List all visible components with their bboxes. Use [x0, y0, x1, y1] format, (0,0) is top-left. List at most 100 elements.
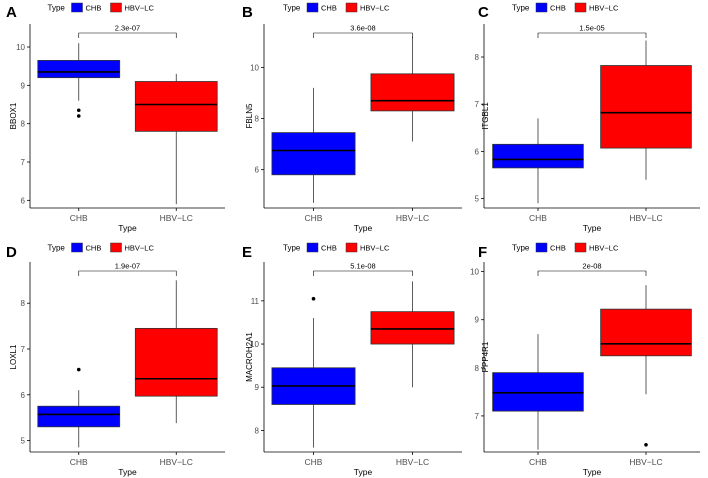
- legend-swatch-chb: [535, 242, 548, 253]
- box-body: [271, 132, 356, 176]
- x-tick-label: CHB: [305, 213, 323, 223]
- box-body: [370, 73, 455, 112]
- legend-label: HBV−LC: [589, 244, 619, 253]
- legend-label: CHB: [321, 244, 337, 253]
- panel-letter: C: [478, 4, 489, 21]
- box-chb: [492, 118, 584, 204]
- legend-label: HBV−LC: [125, 244, 155, 253]
- y-tick-label: 8: [255, 426, 260, 435]
- box-body: [134, 81, 218, 132]
- box-body: [37, 60, 121, 79]
- legend-label: HBV−LC: [589, 4, 619, 13]
- y-tick-label: 8: [255, 115, 260, 124]
- box-body: [600, 65, 692, 149]
- significance-bracket: [537, 32, 647, 38]
- legend-label: HBV−LC: [125, 4, 155, 13]
- x-axis-label: Type: [354, 223, 373, 233]
- y-axis-label: LOXL1: [9, 344, 18, 369]
- x-tick-label: HBV−LC: [629, 457, 662, 467]
- y-axis-label: MACROH2A1: [245, 332, 254, 382]
- outlier-point: [76, 367, 81, 372]
- panel-letter: B: [242, 4, 253, 21]
- x-tick-label: CHB: [529, 213, 547, 223]
- box-chb: [271, 87, 356, 203]
- panel-c: C Type CHB HBV−LC 5 6 7 8 ITGBL1 CHB HBV−LC Type 1.5…: [475, 2, 700, 233]
- outlier-point: [311, 296, 316, 301]
- legend-label: CHB: [550, 4, 566, 13]
- x-axis-label: Type: [118, 467, 137, 477]
- box-body: [492, 143, 584, 169]
- panel-letter: D: [6, 244, 17, 261]
- y-tick-label: 7: [21, 345, 26, 354]
- x-tick-label: HBV−LC: [160, 213, 193, 223]
- legend-label: HBV−LC: [360, 244, 390, 253]
- box-body: [134, 327, 218, 397]
- significance-bracket: [313, 270, 413, 276]
- x-axis-label: Type: [354, 467, 373, 477]
- legend-swatch-hbv-lc: [574, 242, 587, 253]
- legend-title: Type: [283, 4, 301, 13]
- legend-swatch-hbv-lc: [345, 2, 358, 13]
- x-tick-label: CHB: [70, 457, 88, 467]
- y-tick-label: 6: [475, 147, 480, 156]
- legend-swatch-chb: [71, 2, 83, 13]
- significance-bracket: [78, 32, 177, 38]
- p-value-label: 5.1e-08: [350, 262, 375, 271]
- y-tick-label: 10: [16, 43, 25, 52]
- legend-title: Type: [283, 244, 301, 253]
- panel-b: B Type CHB HBV−LC 6 8 10 FBLN5 CHB HBV−LC Type 3.6e…: [242, 2, 462, 233]
- x-tick-label: HBV−LC: [396, 457, 429, 467]
- y-tick-label: 7: [475, 412, 480, 421]
- legend-label: HBV−LC: [360, 4, 390, 13]
- significance-bracket: [78, 270, 177, 276]
- y-tick-label: 5: [475, 195, 480, 204]
- y-tick-label: 9: [475, 316, 480, 325]
- legend-title: Type: [48, 244, 66, 253]
- x-axis-label: Type: [583, 467, 602, 477]
- y-tick-label: 7: [475, 100, 480, 109]
- box-chb: [271, 296, 356, 448]
- panel-a: A Type CHB HBV−LC 6 7 8 9 10 BBOX1 CHB HBV−LC Type 2.…: [6, 2, 225, 233]
- legend-swatch-hbv-lc: [574, 2, 587, 13]
- x-axis-label: Type: [118, 223, 137, 233]
- outlier-point: [76, 108, 81, 113]
- panel-letter: E: [242, 244, 252, 261]
- y-tick-label: 9: [255, 383, 260, 392]
- x-tick-label: CHB: [70, 213, 88, 223]
- box-body: [37, 405, 121, 428]
- box-chb: [492, 334, 584, 450]
- y-axis-label: PPP4R1: [481, 341, 490, 372]
- p-value-label: 1.9e-07: [115, 262, 140, 271]
- legend-swatch-chb: [71, 242, 83, 253]
- legend-swatch-chb: [306, 2, 319, 13]
- box-body: [600, 308, 692, 357]
- box-hbv-lc: [370, 36, 455, 142]
- y-tick-label: 6: [21, 391, 26, 400]
- x-tick-label: HBV−LC: [629, 213, 662, 223]
- y-tick-label: 8: [21, 299, 26, 308]
- panel-letter: A: [6, 4, 17, 21]
- y-axis-label: BBOX1: [9, 102, 18, 129]
- legend-label: CHB: [86, 4, 102, 13]
- legend-swatch-hbv-lc: [345, 242, 358, 253]
- panel-letter: F: [478, 244, 487, 261]
- box-body: [370, 311, 455, 345]
- y-tick-label: 10: [250, 63, 259, 72]
- y-tick-label: 9: [21, 81, 26, 90]
- x-tick-label: HBV−LC: [160, 457, 193, 467]
- box-chb: [37, 43, 121, 118]
- y-tick-label: 6: [255, 166, 260, 175]
- box-hbv-lc: [600, 285, 692, 447]
- legend-swatch-hbv-lc: [110, 242, 122, 253]
- legend-swatch-chb: [306, 242, 319, 253]
- p-value-label: 2.3e-07: [115, 24, 140, 33]
- p-value-label: 1.5e-05: [579, 24, 604, 33]
- panel-e: E Type CHB HBV−LC 8 9 10 11 MACROH2A1 CHB HBV−LC Ty…: [242, 242, 462, 477]
- significance-bracket: [313, 32, 413, 38]
- y-axis-label: FBLN5: [245, 103, 254, 128]
- y-tick-label: 8: [475, 53, 480, 62]
- legend-title: Type: [48, 4, 66, 13]
- x-tick-label: CHB: [305, 457, 323, 467]
- p-value-label: 3.6e-08: [350, 24, 375, 33]
- legend-label: CHB: [86, 244, 102, 253]
